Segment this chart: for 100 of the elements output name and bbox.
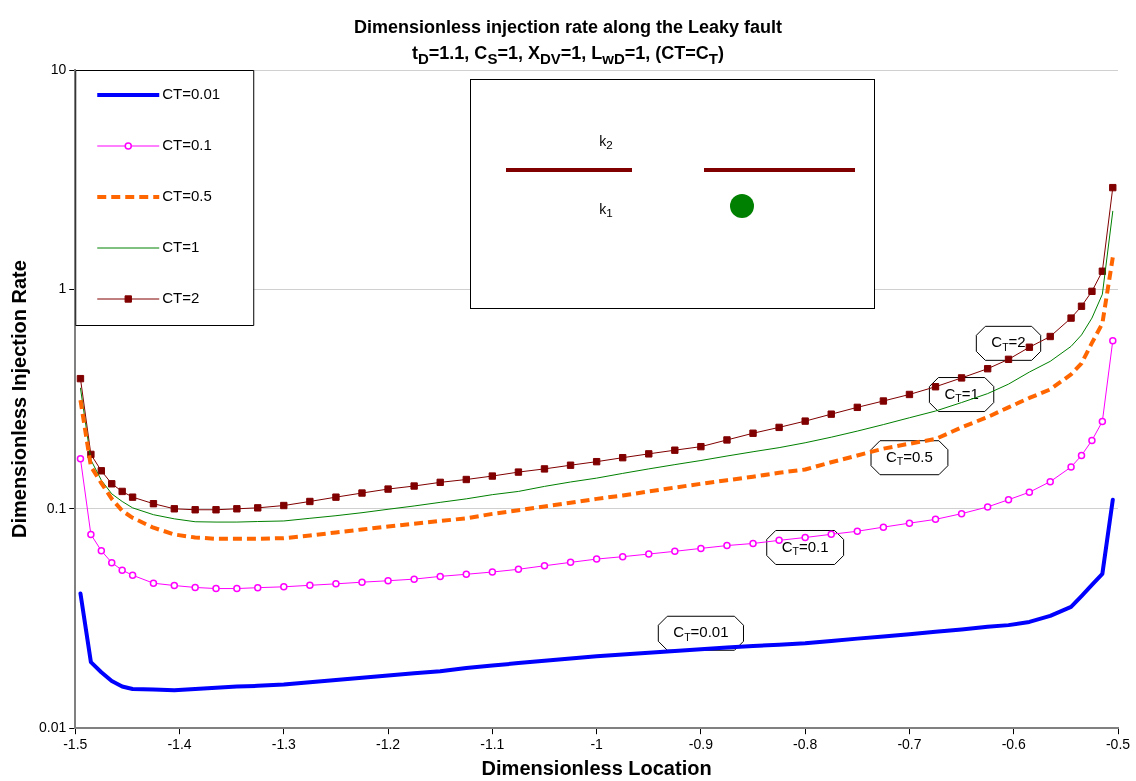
point — [931, 383, 940, 391]
legend-label: CT=0.01 — [162, 85, 221, 103]
point — [128, 571, 137, 579]
point — [671, 446, 679, 454]
annotation: k$_{2}$ — [599, 132, 613, 152]
point — [1088, 287, 1096, 296]
x-tick-label: -1.5 — [63, 736, 88, 753]
point — [723, 436, 731, 444]
point — [384, 485, 392, 493]
point — [233, 584, 241, 593]
chart-title: Dimensionless injection rate along the Leaky fault — [353, 17, 783, 37]
annotation: k$_{1}$ — [599, 200, 613, 220]
point — [566, 461, 575, 469]
y-tick-label: 0.01 — [39, 719, 67, 736]
point — [128, 493, 137, 501]
point — [697, 544, 705, 553]
x-tick-label: -0.7 — [897, 736, 922, 753]
point — [212, 584, 220, 593]
point — [879, 523, 888, 531]
point — [358, 489, 366, 497]
x-axis-title: Dimensionless Location — [481, 756, 712, 779]
point — [253, 583, 262, 592]
legend-label: CT=1 — [162, 238, 200, 256]
point — [254, 504, 262, 512]
legend-label: CT=2 — [162, 289, 200, 307]
point — [233, 505, 241, 513]
x-tick-label: -0.6 — [1001, 736, 1026, 753]
point — [436, 572, 444, 581]
point — [566, 558, 575, 567]
point — [592, 457, 601, 466]
point — [1077, 302, 1086, 310]
point — [118, 487, 126, 496]
point — [1077, 451, 1086, 460]
point — [306, 581, 314, 590]
x-tick-label: -1.1 — [480, 736, 505, 753]
point — [801, 533, 809, 542]
point — [358, 578, 366, 586]
point — [1088, 436, 1096, 445]
point — [1109, 336, 1117, 345]
point — [1004, 355, 1013, 364]
point — [384, 576, 392, 585]
point — [957, 509, 966, 518]
point — [514, 565, 523, 574]
fault-diagram: k$_{2}$ k$_{1}$ — [470, 79, 875, 309]
point — [87, 530, 95, 539]
point — [671, 547, 679, 556]
point — [1109, 183, 1117, 192]
point — [97, 467, 105, 475]
point — [280, 583, 288, 591]
x-tick-label: -0.8 — [793, 736, 818, 753]
point — [905, 390, 914, 399]
point — [149, 579, 158, 587]
point — [514, 468, 523, 476]
point — [723, 541, 731, 550]
point — [462, 475, 470, 484]
point — [212, 506, 220, 514]
point — [436, 478, 444, 487]
x-tick-label: -1 — [590, 736, 604, 753]
point — [983, 365, 992, 373]
point — [775, 536, 783, 545]
point — [488, 568, 497, 576]
x-tick-label: -0.9 — [688, 736, 714, 753]
point — [618, 552, 627, 561]
point — [1067, 314, 1075, 322]
point — [97, 546, 106, 555]
point — [1046, 332, 1054, 341]
point — [410, 482, 418, 490]
point — [170, 581, 179, 590]
y-tick-label: 10 — [50, 60, 67, 77]
point — [775, 423, 783, 432]
point — [410, 575, 418, 583]
point — [749, 429, 757, 437]
line-series — [78, 255, 1115, 541]
point — [118, 566, 126, 574]
x-tick-label: -1.3 — [271, 736, 297, 753]
point — [957, 374, 966, 382]
legend-label: CT=0.5 — [162, 187, 212, 205]
point — [332, 493, 340, 501]
x-tick-label: -1.4 — [167, 736, 192, 753]
point — [1025, 488, 1034, 496]
point — [827, 530, 835, 539]
point — [645, 450, 653, 458]
point — [983, 503, 992, 511]
y-axis-title: Dimensionless Injection Rate — [7, 260, 30, 539]
point — [1098, 417, 1107, 426]
text: t$_{D}$=1.1, C$_{S}$=1, X$_{DV}$=1, L$_{wD}$=1, (CT=C$_{T}$) — [411, 43, 724, 67]
point — [697, 442, 705, 451]
point — [332, 580, 340, 588]
point — [619, 454, 627, 462]
point — [1004, 495, 1013, 504]
y-tick-label: 1 — [58, 280, 67, 297]
point — [1067, 463, 1075, 471]
x-tick-label: -1.2 — [376, 736, 401, 753]
point — [1025, 343, 1034, 351]
point — [749, 539, 757, 548]
point — [827, 410, 835, 418]
point — [801, 417, 809, 425]
point — [462, 570, 471, 579]
point — [170, 505, 178, 513]
point — [1046, 477, 1054, 486]
